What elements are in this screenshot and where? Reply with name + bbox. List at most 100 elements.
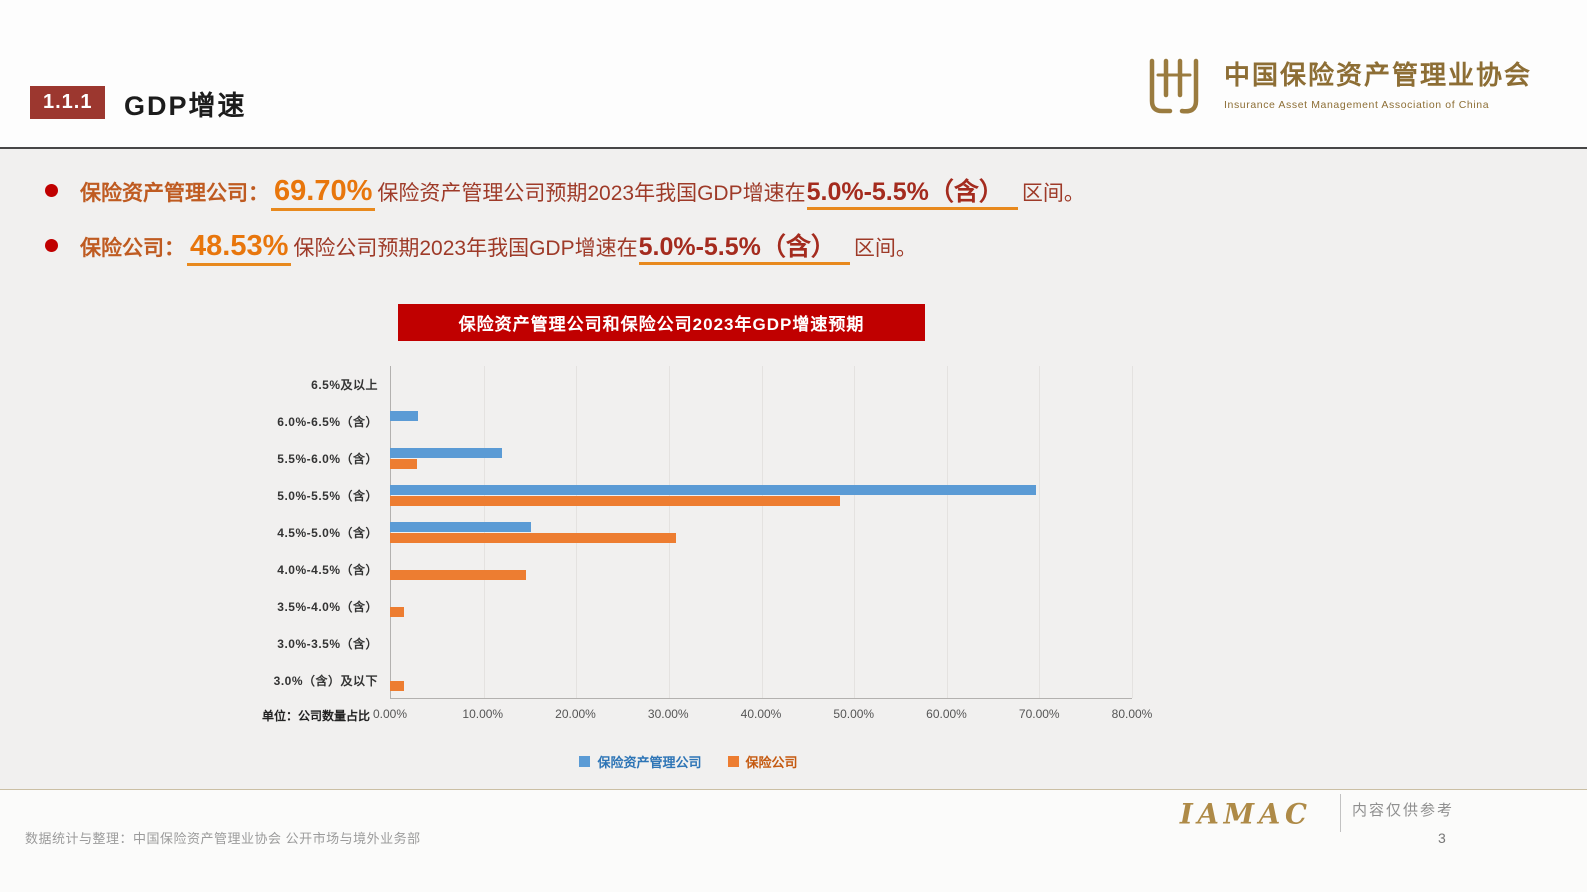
- footer-vertical-divider: [1340, 794, 1341, 832]
- bullet-tail: 区间。: [1021, 182, 1085, 205]
- unit-label: 单位：公司数量占比: [261, 709, 370, 723]
- bar-保险公司: [390, 681, 404, 691]
- x-tick-label: 80.00%: [1111, 707, 1153, 721]
- footer-divider-line: [0, 789, 1587, 790]
- bar-保险公司: [390, 459, 418, 469]
- bar-保险资产管理公司: [390, 485, 1037, 495]
- legend-label: 保险资产管理公司: [597, 755, 702, 770]
- x-tick-label: 0.00%: [372, 707, 408, 721]
- bullet-insurance-asset-managers: 保险资产管理公司： 69.70% 保险资产管理公司预期2023年我国GDP增速在5.…: [45, 172, 1085, 211]
- page-title: GDP增速: [124, 91, 247, 121]
- bullet-range: 5.0%-5.5%（含）: [638, 233, 850, 265]
- association-name: 中国保险资产管理业协会 Insurance Asset Management A…: [1224, 55, 1532, 111]
- bar-保险资产管理公司: [390, 411, 419, 421]
- chart-row: 5.5%-6.0%（含）: [245, 440, 1132, 477]
- bullet-dot-icon: [45, 183, 58, 197]
- page-number: 3: [1438, 830, 1446, 846]
- chart-row: 3.0%（含）及以下: [245, 662, 1132, 699]
- category-label: 5.5%-6.0%（含）: [277, 452, 378, 466]
- bullet-label: 保险资产管理公司：: [80, 182, 269, 205]
- chart-row: 5.0%-5.5%（含）: [245, 477, 1132, 514]
- legend-label: 保险公司: [745, 755, 798, 770]
- slide-header: 1.1.1 GDP增速 中国保险资产管理业协会 Insurance Asset …: [0, 0, 1587, 147]
- legend-swatch: [579, 756, 591, 767]
- legend-item: 保险资产管理公司: [579, 752, 702, 771]
- chart-legend: 保险资产管理公司 保险公司: [245, 752, 1132, 771]
- x-axis-ticks: 0.00% 10.00% 20.00% 30.00% 40.00% 50.00% 60.00…: [373, 699, 1152, 727]
- chart-row: 6.5%及以上: [245, 366, 1132, 403]
- bar-group: [390, 522, 1132, 543]
- footer-logo-icon: IAMAC: [1179, 799, 1312, 831]
- bullet-label: 保险公司：: [80, 237, 185, 260]
- bullet-body: 保险资产管理公司预期2023年我国GDP增速在: [377, 182, 806, 205]
- bar-group: [390, 374, 1132, 395]
- bar-保险公司: [390, 533, 677, 543]
- bullet-insurance-companies: 保险公司： 48.53% 保险公司预期2023年我国GDP增速在5.0%-5.5%（…: [45, 227, 917, 266]
- gridline: [761, 366, 763, 698]
- legend-item: 保险公司: [727, 752, 798, 771]
- category-label: 4.5%-5.0%（含）: [277, 526, 378, 540]
- bullet-highlight-value: 48.53%: [187, 230, 292, 266]
- bullet-dot-icon: [45, 238, 58, 252]
- chart-plot-area: 6.5%及以上 6.0%-6.5%（含） 5.5%-6.0%（含） 5.0%-5.5%…: [245, 366, 1133, 699]
- category-label: 6.5%及以上: [311, 378, 378, 392]
- category-label: 3.0%-3.5%（含）: [277, 637, 378, 651]
- x-tick-label: 50.00%: [833, 707, 875, 721]
- chart-rows: 6.5%及以上 6.0%-6.5%（含） 5.5%-6.0%（含） 5.0%-5.5%…: [245, 366, 1132, 699]
- association-name-en: Insurance Asset Management Association o…: [1223, 99, 1490, 111]
- x-tick-label: 40.00%: [740, 707, 782, 721]
- gridline: [1039, 366, 1041, 698]
- bullet-tail: 区间。: [853, 237, 917, 260]
- association-logo: 中国保险资产管理业协会 Insurance Asset Management A…: [1142, 55, 1532, 119]
- category-label: 6.0%-6.5%（含）: [277, 415, 378, 429]
- bar-保险资产管理公司: [390, 522, 531, 532]
- bar-group: [390, 411, 1132, 432]
- bar-保险公司: [390, 607, 404, 617]
- bullet-body: 保险公司预期2023年我国GDP增速在: [293, 237, 638, 260]
- chart-row: 4.5%-5.0%（含）: [245, 514, 1132, 551]
- bar-group: [390, 596, 1132, 617]
- category-label: 4.0%-4.5%（含）: [277, 563, 378, 577]
- chart-row: 3.0%-3.5%（含）: [245, 625, 1132, 662]
- bar-保险资产管理公司: [390, 448, 503, 458]
- bar-保险公司: [390, 496, 841, 506]
- gdp-forecast-bar-chart: 6.5%及以上 6.0%-6.5%（含） 5.5%-6.0%（含） 5.0%-5.5%…: [245, 366, 1152, 727]
- x-tick-label: 20.00%: [555, 707, 596, 721]
- gridline: [854, 366, 856, 698]
- chart-row: 6.0%-6.5%（含）: [245, 403, 1132, 440]
- association-logo-icon: [1149, 58, 1199, 114]
- footer-logo-text: IAMAC: [1179, 799, 1312, 831]
- chart-title-banner: 保险资产管理公司和保险公司2023年GDP增速预期: [398, 304, 925, 341]
- gridline: [576, 366, 578, 698]
- x-tick-label: 60.00%: [926, 707, 967, 721]
- legend-swatch: [727, 756, 739, 767]
- category-label: 3.5%-4.0%（含）: [277, 600, 378, 614]
- x-tick-label: 10.00%: [462, 707, 504, 721]
- bullet-highlight-value: 69.70%: [271, 175, 376, 211]
- association-name-cn: 中国保险资产管理业协会: [1223, 60, 1532, 90]
- bullet-range: 5.0%-5.5%（含）: [806, 178, 1018, 210]
- bar-group: [390, 448, 1132, 469]
- x-tick-label: 70.00%: [1018, 707, 1060, 721]
- gridline: [1132, 366, 1133, 698]
- bullet-text: 保险公司： 48.53% 保险公司预期2023年我国GDP增速在5.0%-5.5%（…: [80, 227, 917, 266]
- category-label: 3.0%（含）及以下: [273, 674, 378, 688]
- disclaimer-text: 内容仅供参考: [1352, 802, 1455, 819]
- gridline: [946, 366, 948, 698]
- bar-group: [390, 633, 1132, 654]
- content-area: [0, 149, 1587, 790]
- data-source-note: 数据统计与整理：中国保险资产管理业协会 公开市场与境外业务部: [25, 831, 421, 846]
- x-tick-label: 30.00%: [647, 707, 689, 721]
- bar-group: [390, 485, 1132, 506]
- category-label: 5.0%-5.5%（含）: [277, 489, 378, 503]
- gridlines: [390, 366, 1133, 699]
- chart-row: 4.0%-4.5%（含）: [245, 551, 1132, 588]
- bar-group: [390, 670, 1132, 691]
- chart-row: 3.5%-4.0%（含）: [245, 588, 1132, 625]
- section-badge: 1.1.1: [30, 86, 106, 119]
- bar-group: [390, 559, 1132, 580]
- bar-保险公司: [390, 570, 527, 580]
- x-axis: 单位：公司数量占比 0.00% 10.00% 20.00% 30.00% 40.00% 5…: [245, 699, 1152, 727]
- gridline: [668, 366, 670, 698]
- gridline: [483, 366, 485, 698]
